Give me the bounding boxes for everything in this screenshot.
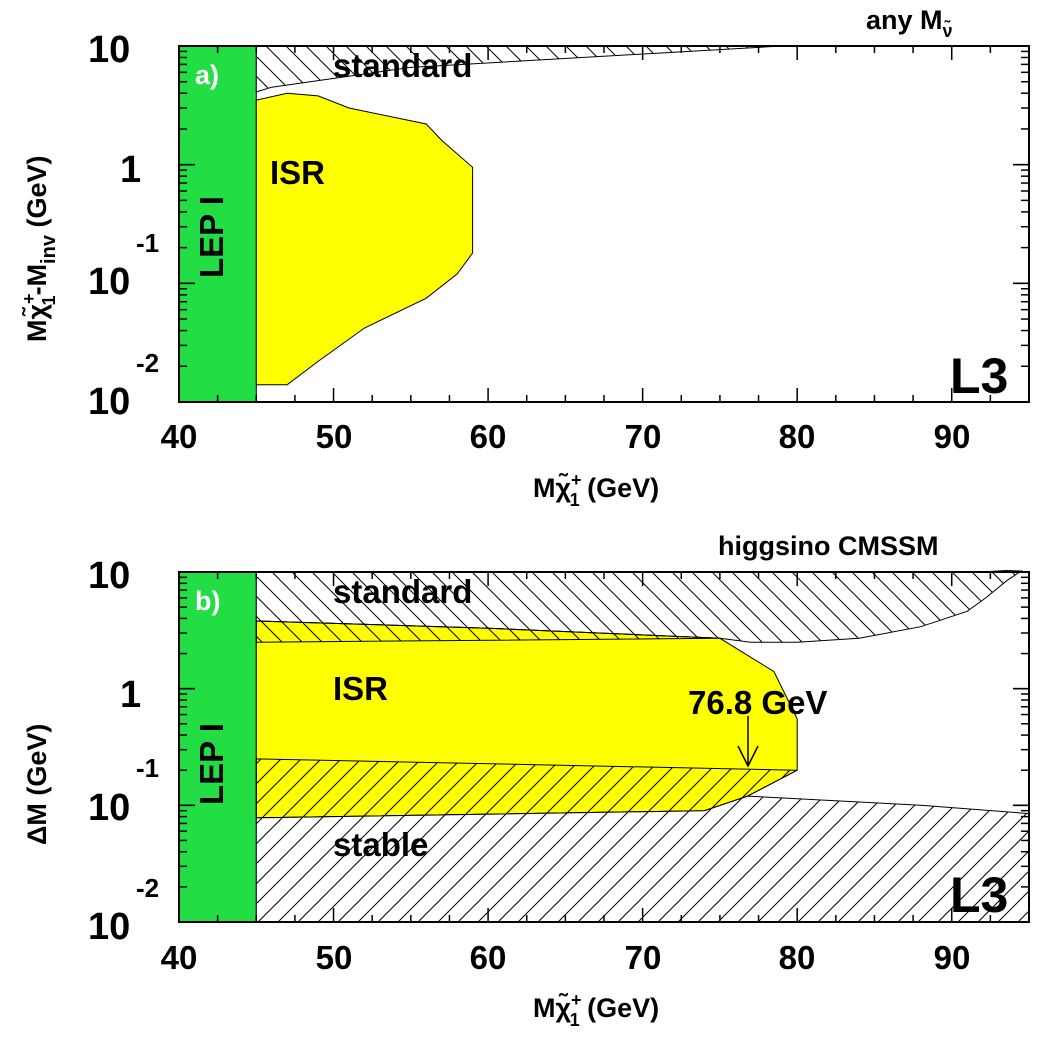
panel-b-x-axis-label: Mχ̃+ 1 (GeV) <box>533 990 659 1030</box>
panel-b-y-axis-label: ΔM (GeV) <box>22 724 52 845</box>
y-tick-label: 1 <box>120 674 141 716</box>
y-tick-label: 10 <box>88 787 130 829</box>
x-tick-label: 90 <box>934 418 971 455</box>
y-tick-exponent: -1 <box>136 753 159 783</box>
x-tick-label: 80 <box>779 939 816 976</box>
x-tick-label: 70 <box>625 939 662 976</box>
panel-a-title: any Mν̃ <box>866 5 953 41</box>
region-stable-hatch <box>256 796 1029 922</box>
y-tick-label: 10 <box>88 555 130 597</box>
x-tick-label: 80 <box>779 418 816 455</box>
panel-b-x-tick-labels: 40 50 60 70 80 90 <box>161 939 971 976</box>
experiment-label: L3 <box>950 348 1008 404</box>
panel-a-frame <box>178 45 1030 403</box>
x-tick-label: 90 <box>934 939 971 976</box>
region-label-standard: standard <box>333 47 472 84</box>
y-tick-exponent: -2 <box>136 348 159 378</box>
x-tick-label: 40 <box>161 418 198 455</box>
region-label-isr: ISR <box>270 154 325 191</box>
x-tick-label: 70 <box>625 418 662 455</box>
panel-b-label: b) <box>195 586 220 616</box>
x-tick-label: 60 <box>470 939 507 976</box>
panel-a: 10 1 -1 10 -2 10 40 50 60 70 80 90 Mχ̃+ 1… <box>19 5 1030 510</box>
y-tick-exponent: -1 <box>136 228 159 258</box>
x-tick-label: 50 <box>316 939 353 976</box>
region-label-isr: ISR <box>333 670 388 707</box>
x-tick-label: 40 <box>161 939 198 976</box>
panel-a-x-tick-labels: 40 50 60 70 80 90 <box>161 418 971 455</box>
y-tick-label: 10 <box>88 381 130 423</box>
panel-b-title: higgsino CMSSM <box>718 531 938 561</box>
annotation-arrow <box>737 716 759 768</box>
region-standard-hatch <box>256 570 1022 643</box>
region-label-standard: standard <box>333 573 472 610</box>
panel-a-regions <box>178 45 782 403</box>
panel-b-frame <box>178 571 1030 923</box>
x-tick-label: 60 <box>470 418 507 455</box>
panel-a-x-axis-label: Mχ̃+ 1 (GeV) <box>533 470 659 510</box>
panel-a-label: a) <box>195 60 219 90</box>
y-tick-label: 10 <box>88 906 130 948</box>
panel-b-regions <box>178 569 1030 923</box>
panel-a-y-tick-labels: 10 1 -1 10 -2 10 <box>88 29 159 423</box>
region-label-lep-i: LEP I <box>193 723 230 805</box>
panel-b: 76.8 GeV 10 1 -1 10 -2 10 40 50 60 70 80… <box>22 531 1030 1030</box>
y-tick-label: 1 <box>120 149 141 191</box>
y-tick-exponent: -2 <box>136 873 159 903</box>
region-isr-overlap-upper-hatch <box>256 621 720 643</box>
region-standard-hatch <box>256 46 782 92</box>
x-tick-label: 50 <box>316 418 353 455</box>
region-isr-overlap-lower-hatch <box>256 758 798 818</box>
region-isr <box>255 92 474 386</box>
region-label-stable: stable <box>333 826 428 863</box>
annotation-label: 76.8 GeV <box>688 684 827 721</box>
y-tick-label: 10 <box>88 29 130 71</box>
experiment-label: L3 <box>950 867 1008 923</box>
panel-b-y-tick-labels: 10 1 -1 10 -2 10 <box>88 555 159 948</box>
region-label-lep-i: LEP I <box>193 196 230 278</box>
panel-a-y-axis-label: Mχ̃+1-Minv (GeV) <box>19 156 60 342</box>
y-tick-label: 10 <box>88 261 130 303</box>
